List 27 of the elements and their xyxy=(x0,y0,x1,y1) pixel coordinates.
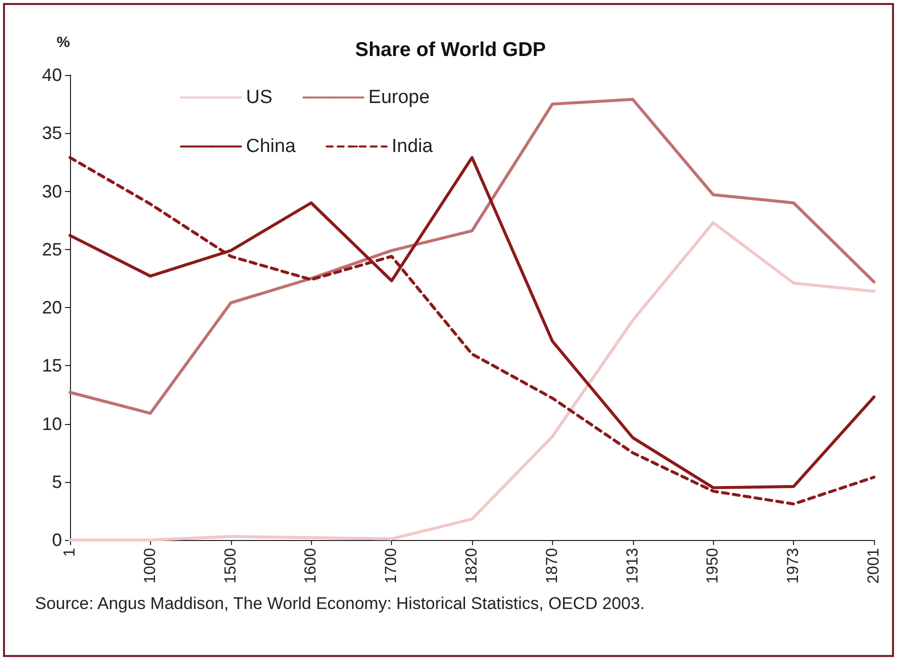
y-tick-label: 20 xyxy=(42,298,62,318)
y-tick-label: 15 xyxy=(42,356,62,376)
x-tick-label: 1950 xyxy=(704,548,722,584)
x-tick-label: 1913 xyxy=(624,548,642,584)
y-tick-label: 25 xyxy=(42,239,62,260)
legend-label: US xyxy=(246,87,272,108)
y-axis-title: % xyxy=(56,34,70,51)
y-tick-label: 0 xyxy=(52,530,62,550)
x-tick-label: 1820 xyxy=(464,548,480,584)
legend-label: China xyxy=(246,136,296,157)
y-tick-label: 35 xyxy=(42,123,62,144)
x-tick-label: 1973 xyxy=(785,548,802,584)
x-tick-label: 2001 xyxy=(866,548,882,584)
x-tick-label: 1600 xyxy=(302,548,320,584)
y-tick-label: 5 xyxy=(52,472,62,492)
x-tick-label: 1870 xyxy=(544,548,561,584)
y-tick-label: 40 xyxy=(42,65,62,85)
legend-label: India xyxy=(392,136,434,157)
x-tick-label: 1700 xyxy=(383,548,400,584)
x-tick-label: 1 xyxy=(62,548,78,557)
x-tick-label: 1500 xyxy=(222,548,240,584)
y-tick-label: 10 xyxy=(42,414,62,434)
chart-title: Share of World GDP xyxy=(355,39,546,61)
x-tick-label: 1000 xyxy=(142,548,159,584)
y-tick-label: 30 xyxy=(42,181,62,202)
legend-label: Europe xyxy=(368,87,430,108)
source-note: Source: Angus Maddison, The World Economy: Historical Statistics, OECD 2003. xyxy=(35,593,646,615)
